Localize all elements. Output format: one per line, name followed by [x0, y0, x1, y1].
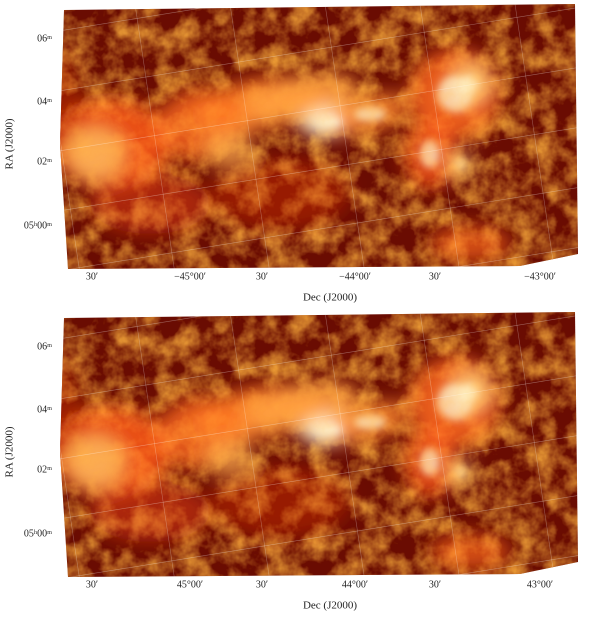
- x-tick-label: −44°00′: [339, 271, 371, 282]
- y-tick-label: 02ᵐ: [37, 156, 52, 167]
- x-tick-label: 45°00′: [177, 579, 203, 590]
- x-tick-label: 30′: [429, 271, 441, 282]
- sky-image: [60, 312, 578, 577]
- x-tick-label: 30′: [429, 579, 441, 590]
- coord-grid: [419, 4, 461, 269]
- y-tick-label: 06ᵐ: [37, 341, 52, 352]
- x-tick-label: 30′: [256, 271, 268, 282]
- coord-grid: [60, 243, 578, 269]
- coord-grid: [324, 4, 366, 269]
- y-tick-label: 06ᵐ: [37, 33, 52, 44]
- coord-grid: [60, 371, 578, 463]
- sky-image: [60, 4, 578, 269]
- coord-grid: [229, 312, 271, 577]
- coord-grid: [134, 312, 176, 577]
- x-tick-label: 44°00′: [342, 579, 368, 590]
- y-tick-label: 04ᵐ: [37, 96, 52, 107]
- sky-noise-top: [60, 4, 578, 269]
- x-tick-label: 30′: [256, 579, 268, 590]
- x-tick-label: 43°00′: [527, 579, 553, 590]
- coord-grid: [60, 4, 81, 269]
- coord-grid: [60, 123, 578, 215]
- y-tick-label: 05ʰ00ᵐ: [24, 528, 52, 539]
- coord-grid: [514, 4, 556, 269]
- panel: 06ᵐ 04ᵐ 02ᵐ 05ʰ00ᵐ 30′ 45°00′ 30′ 44°00′ 30′ 43°0…: [4, 312, 578, 612]
- coord-grid: [60, 312, 578, 343]
- coord-grid: [60, 63, 578, 155]
- x-axis-label: Dec (J2000): [303, 600, 357, 612]
- coord-grid: [324, 312, 366, 577]
- y-tick-label: 05ʰ00ᵐ: [24, 220, 52, 231]
- y-axis-label: RA (J2000): [4, 426, 16, 477]
- y-tick-label: 02ᵐ: [37, 464, 52, 475]
- coord-grid: [60, 312, 81, 577]
- coord-grid: [60, 4, 578, 35]
- panel: 06ᵐ 04ᵐ 02ᵐ 05ʰ00ᵐ 30′ −45°00′ 30′ −44°00′ 30′ −4…: [4, 4, 578, 304]
- coord-grid: [60, 312, 578, 403]
- coord-grid: [60, 551, 578, 577]
- y-tick-label: 04ᵐ: [37, 404, 52, 415]
- x-tick-label: −43°00′: [524, 271, 556, 282]
- coord-grid: [60, 183, 578, 269]
- coord-grid: [514, 312, 556, 577]
- x-tick-label: 30′: [86, 271, 98, 282]
- coord-grid: [60, 431, 578, 523]
- coord-grid: [60, 4, 578, 95]
- x-tick-label: −45°00′: [174, 271, 206, 282]
- y-axis-label: RA (J2000): [4, 118, 16, 169]
- sky-noise-top: [60, 312, 578, 577]
- coord-grid: [419, 312, 461, 577]
- coord-grid: [134, 4, 176, 269]
- coord-grid: [60, 491, 578, 577]
- x-axis-label: Dec (J2000): [303, 292, 357, 304]
- coord-grid: [229, 4, 271, 269]
- x-tick-label: 30′: [86, 579, 98, 590]
